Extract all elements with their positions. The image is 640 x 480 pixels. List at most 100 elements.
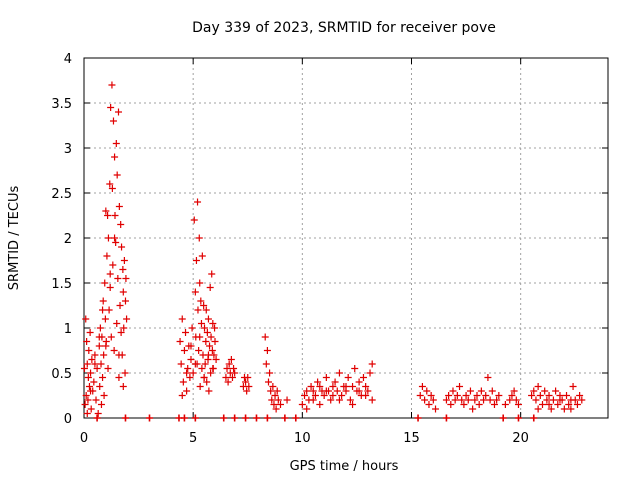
- data-point: [100, 351, 108, 359]
- data-point: [195, 234, 203, 242]
- data-point: [362, 383, 370, 390]
- data-point: [203, 378, 211, 386]
- data-point: [506, 396, 514, 404]
- data-point: [183, 369, 191, 377]
- data-point: [206, 342, 214, 350]
- data-point: [263, 347, 271, 354]
- data-point: [113, 171, 121, 179]
- data-point: [501, 401, 509, 408]
- data-point: [530, 387, 538, 395]
- data-point: [104, 234, 112, 242]
- data-point: [180, 414, 188, 422]
- y-axis-label: SRMTID / TECUs: [7, 186, 22, 291]
- data-point: [569, 383, 577, 390]
- data-point: [262, 360, 270, 368]
- data-point: [83, 360, 91, 368]
- data-point: [514, 401, 522, 408]
- data-point: [314, 378, 322, 386]
- y-tick-label: 3.5: [51, 97, 72, 112]
- data-point: [508, 392, 516, 399]
- data-point: [573, 401, 581, 408]
- data-point: [477, 387, 485, 395]
- data-point: [116, 302, 124, 309]
- data-point: [451, 396, 459, 404]
- axis-ticks: 0 0.5 1 1.5 2 2.5 3 3.5 4 0 5 10 15 20: [51, 52, 608, 446]
- data-point: [512, 396, 520, 404]
- data-point: [178, 315, 186, 323]
- data-point: [119, 383, 127, 390]
- data-point: [488, 387, 496, 395]
- data-point: [427, 392, 435, 399]
- gridlines: [84, 58, 608, 418]
- y-tick-label: 1.5: [51, 277, 72, 292]
- data-point: [301, 392, 309, 399]
- data-point: [272, 405, 280, 413]
- data-point: [355, 387, 363, 395]
- x-tick-label: 0: [80, 431, 88, 446]
- data-point: [208, 347, 216, 354]
- data-point: [547, 405, 555, 413]
- data-point: [111, 212, 119, 219]
- data-point: [222, 374, 230, 381]
- data-point: [177, 360, 185, 368]
- data-point: [93, 414, 101, 422]
- data-point: [107, 104, 115, 111]
- data-point: [429, 396, 437, 404]
- data-point: [196, 279, 204, 287]
- data-point: [117, 329, 125, 336]
- data-point: [84, 374, 92, 381]
- data-point: [475, 401, 483, 408]
- data-point: [368, 360, 376, 368]
- data-point: [200, 374, 208, 381]
- data-point: [421, 396, 429, 404]
- x-axis-label: GPS time / hours: [290, 459, 399, 474]
- data-point: [554, 401, 562, 408]
- y-tick-label: 0.5: [51, 367, 72, 382]
- data-point: [320, 392, 328, 399]
- data-point: [462, 392, 470, 399]
- data-point: [88, 356, 96, 363]
- data-point: [104, 212, 112, 219]
- data-point: [225, 360, 233, 368]
- data-point: [101, 279, 109, 287]
- data-point: [102, 342, 110, 350]
- data-point: [202, 338, 210, 345]
- data-point: [189, 369, 197, 377]
- data-point: [499, 414, 507, 422]
- data-point: [277, 401, 284, 408]
- data-point: [178, 392, 186, 399]
- data-point: [453, 392, 461, 399]
- data-point: [283, 396, 291, 404]
- data-point: [190, 216, 198, 224]
- data-point: [493, 396, 501, 404]
- data-point: [83, 338, 91, 345]
- data-point: [263, 414, 271, 422]
- data-point: [191, 414, 199, 422]
- data-point: [85, 383, 93, 390]
- data-point: [115, 351, 123, 359]
- data-point: [495, 392, 503, 399]
- data-point: [96, 324, 104, 332]
- data-point: [121, 297, 129, 305]
- data-point: [101, 315, 109, 323]
- data-point: [539, 401, 546, 408]
- data-point: [528, 392, 536, 399]
- data-point: [268, 396, 276, 404]
- data-point: [486, 396, 494, 404]
- data-point: [108, 81, 116, 89]
- data-point: [242, 414, 250, 422]
- data-point: [191, 288, 199, 296]
- data-point: [449, 387, 457, 395]
- data-point: [224, 378, 232, 386]
- data-point: [560, 405, 568, 413]
- data-point: [307, 383, 315, 390]
- data-point: [471, 396, 479, 404]
- data-point: [90, 378, 98, 386]
- data-point: [442, 396, 450, 404]
- data-point: [298, 401, 306, 408]
- data-point: [346, 396, 354, 404]
- data-point: [86, 329, 94, 336]
- data-point: [82, 392, 90, 399]
- data-point: [545, 392, 553, 399]
